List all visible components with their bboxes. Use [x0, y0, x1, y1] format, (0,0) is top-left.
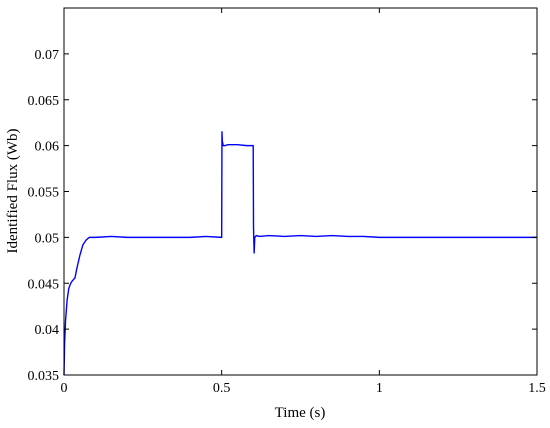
y-tick-label: 0.065	[28, 94, 60, 109]
y-tick-label: 0.055	[28, 186, 60, 201]
x-tick-label: 0	[61, 381, 68, 396]
y-axis-label: Identified Flux (Wb)	[5, 129, 21, 254]
y-tick-label: 0.05	[35, 231, 60, 246]
y-tick-label: 0.04	[35, 323, 60, 338]
plot-area	[64, 8, 537, 375]
series-line-0	[63, 131, 537, 376]
x-tick-label: 1	[376, 381, 383, 396]
plot-frame	[63, 7, 538, 376]
series-layer	[63, 131, 537, 376]
y-tick-label: 0.06	[35, 140, 60, 155]
y-tick-label: 0.035	[28, 369, 60, 384]
x-tick-label: 0.5	[213, 381, 231, 396]
y-tick-label: 0.07	[35, 48, 60, 63]
x-axis-label: Time (s)	[275, 405, 326, 421]
x-tick-label: 1.5	[528, 381, 546, 396]
tick-layer: 0 0.5 1 1.5 0.035 0.04 0.045 0.05 0.055 0.06 0.065…	[28, 8, 546, 396]
y-tick-label: 0.045	[28, 277, 60, 292]
